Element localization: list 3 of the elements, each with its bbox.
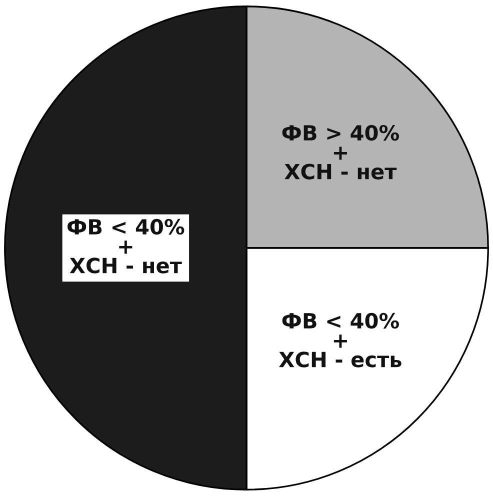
slice-label: ФВ > 40% + ХСН - нет — [282, 124, 399, 180]
slice-label: ФВ < 40% + ХСН - нет — [68, 218, 184, 274]
slice-label: ФВ < 40% + ХСН - есть — [279, 312, 402, 368]
